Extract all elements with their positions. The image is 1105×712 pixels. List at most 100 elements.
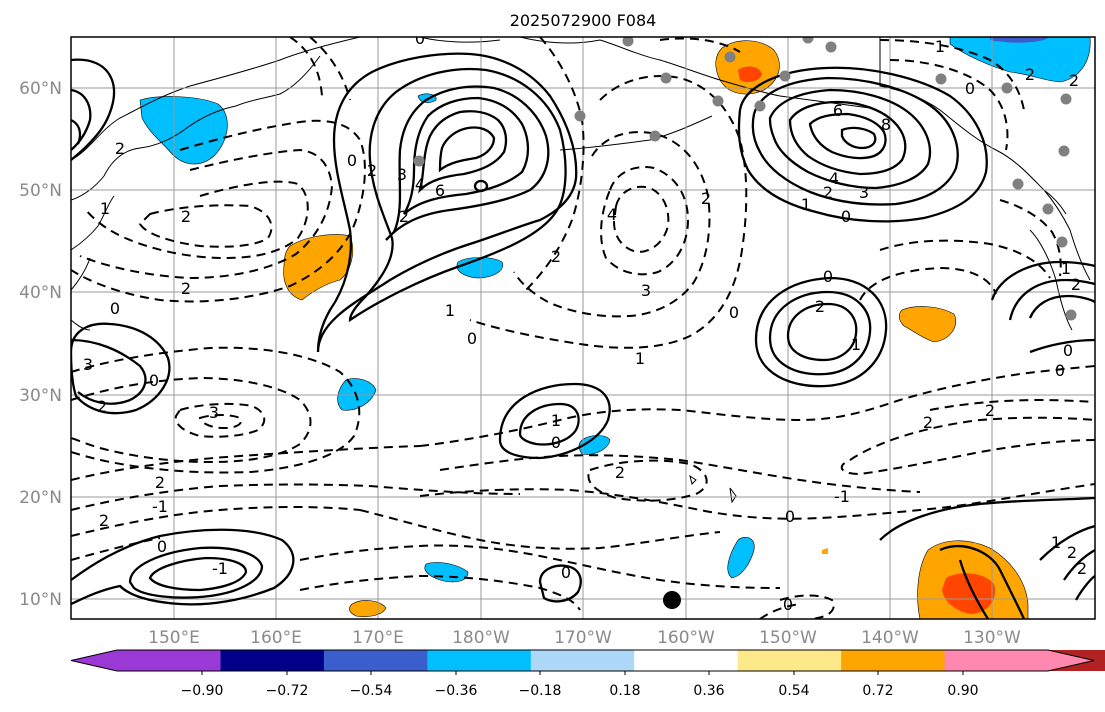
lon-label: 180°W (452, 628, 510, 648)
contour-label: 0 (467, 329, 477, 348)
contour-label: 4 (829, 169, 839, 188)
lat-label: 10°N (19, 590, 62, 610)
colorbar-bin (737, 650, 842, 671)
contour-label: 2 (615, 463, 625, 482)
lon-label: 160°W (657, 628, 715, 648)
target-point-marker (663, 591, 681, 609)
contour-label: 3 (859, 183, 869, 202)
contour-label: 2 (367, 161, 377, 180)
contour-label: 2 (551, 247, 561, 266)
figure-title: 2025072900 F084 (510, 11, 657, 30)
colorbar-bin (841, 650, 946, 671)
negative-anomaly-region (949, 37, 1091, 83)
lat-label: 40°N (19, 283, 62, 303)
colorbar-tick-label: 0.90 (947, 683, 978, 699)
contour-label: 0 (561, 563, 571, 582)
contour-label: 0 (965, 79, 975, 98)
positive-anomaly-region (822, 548, 828, 554)
contour-label: 1 (551, 411, 561, 430)
colorbar-tick-labels: −0.90 −0.72 −0.54 −0.36 −0.18 0.18 0.36 … (181, 683, 979, 699)
contour-label: 0 (110, 299, 120, 318)
contour-label: 2 (823, 183, 833, 202)
contour-label: 6 (435, 181, 445, 200)
contour-label: 0 (551, 433, 561, 452)
lon-label: 150°W (759, 628, 817, 648)
contour-label: 2 (399, 207, 409, 226)
contour-label: 2 (181, 207, 191, 226)
contour-label: 0 (729, 303, 739, 322)
station-marker (1065, 309, 1077, 321)
station-marker (660, 72, 672, 84)
station-marker (574, 110, 586, 122)
contour-label: 0 (783, 595, 793, 614)
contour-label: 2 (1069, 71, 1079, 90)
station-marker (413, 155, 425, 167)
lon-label: 160°E (250, 628, 302, 648)
lat-label: 60°N (19, 79, 62, 99)
colorbar-tick-label: −0.18 (519, 683, 562, 699)
colorbar-tick-label: −0.72 (266, 683, 309, 699)
dashed-contour-layer (71, 37, 1095, 619)
contour-label: 2 (815, 297, 825, 316)
station-marker (622, 37, 634, 47)
contour-label: 4 (607, 205, 617, 224)
lon-label: 130°W (963, 628, 1021, 648)
station-marker (1012, 178, 1024, 190)
positive-anomaly-region (349, 600, 387, 618)
colorbar-tick-label: −0.54 (350, 683, 393, 699)
lon-label: 170°W (554, 628, 612, 648)
colorbar-tick-label: 0.18 (609, 683, 640, 699)
map-panel: 0 2 1 2 2 0 0 2 3 4 6 2 1 0 2 4 2 3 0 1 (19, 36, 1096, 648)
colorbar-outline (70, 649, 1095, 672)
contour-label: 2 (985, 401, 995, 420)
station-marker (754, 100, 766, 112)
contour-label: 2 (181, 279, 191, 298)
contour-label: 0 (785, 507, 795, 526)
lon-label: 170°E (352, 628, 404, 648)
contour-label: 1 (100, 199, 110, 218)
contour-label: 0 (1063, 341, 1073, 360)
colorbar-bin (71, 650, 221, 671)
solid-contour-layer (71, 52, 1095, 619)
positive-anomaly-region (898, 306, 956, 343)
negative-anomaly-region (990, 37, 1050, 43)
contour-label: 6 (833, 101, 843, 120)
positive-anomaly-region (738, 66, 762, 82)
shaded-anomaly-layer (139, 37, 1091, 619)
contour-label: 2 (1077, 559, 1087, 578)
lon-label: 140°W (861, 628, 919, 648)
contour-label: 1 (445, 301, 455, 320)
colorbar-bin (220, 650, 325, 671)
colorbar-bin (323, 650, 428, 671)
station-marker (802, 37, 814, 44)
colorbar-bin (944, 650, 1094, 671)
graticule (71, 37, 1095, 619)
contour-label: 0 (841, 207, 851, 226)
colorbar-tick-label: 0.36 (693, 683, 724, 699)
contour-label: 3 (641, 281, 651, 300)
contour-label: 2 (115, 139, 125, 158)
station-marker (779, 70, 791, 82)
contour-label: 2 (1025, 65, 1035, 84)
map-frame (70, 36, 1096, 620)
contour-label: 2 (701, 189, 711, 208)
lat-label: 30°N (19, 386, 62, 406)
contour-label: 0 (823, 267, 833, 286)
contour-label: 2 (1071, 275, 1081, 294)
contour-label: 2 (99, 511, 109, 530)
contour-label: 8 (881, 115, 891, 134)
contour-label: -1 (152, 497, 168, 516)
contour-label: -1 (834, 487, 850, 506)
contour-label: 1 (935, 37, 945, 56)
colorbar-bin (530, 650, 635, 671)
positive-anomaly-region (942, 573, 996, 614)
station-marker (825, 41, 837, 53)
contour-label: 0 (149, 371, 159, 390)
contour-label: 2 (1067, 543, 1077, 562)
colorbar-tick-label: 0.72 (862, 683, 893, 699)
contour-label: 3 (397, 165, 407, 184)
contour-label-layer: 0 2 1 2 2 0 0 2 3 4 6 2 1 0 2 4 2 3 0 1 (83, 37, 1087, 614)
station-marker (1001, 82, 1013, 94)
contour-label: 0 (347, 151, 357, 170)
